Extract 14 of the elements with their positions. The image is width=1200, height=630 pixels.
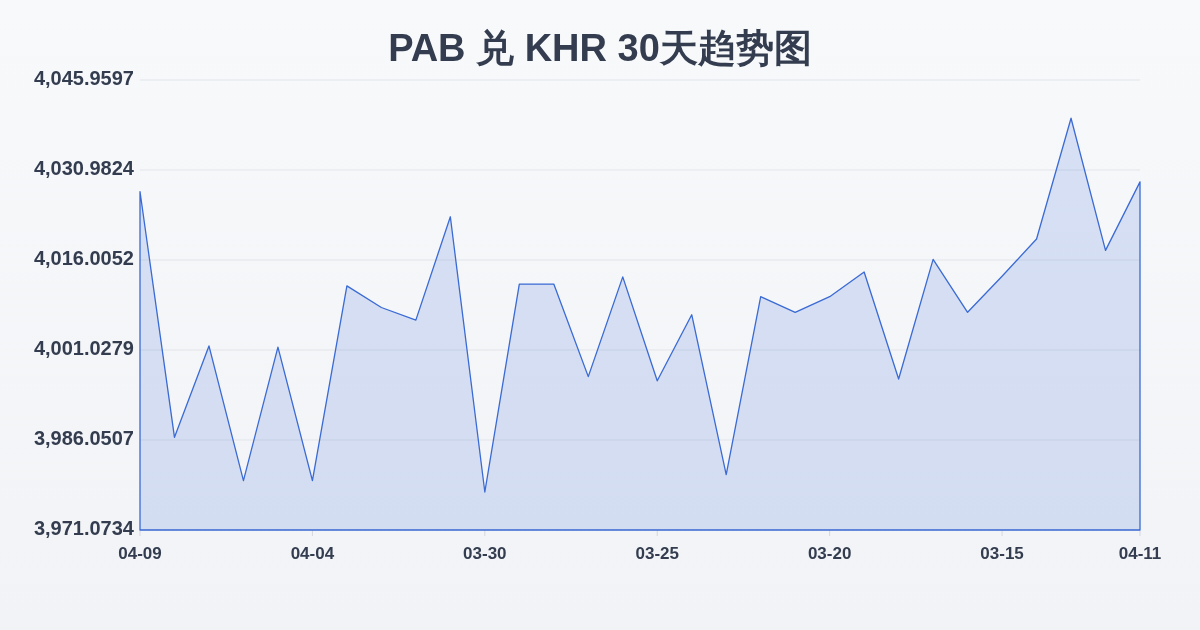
ytick-label: 4,030.9824 [33, 157, 134, 179]
title: PAB 兑 KHR 30天趋势图 [388, 27, 812, 69]
xtick-label: 04-04 [290, 544, 335, 563]
xtick-label: 03-20 [807, 544, 852, 563]
ytick-label: 4,045.9597 [33, 67, 134, 89]
xtick-label: 03-15 [980, 544, 1024, 563]
ytick-label: 3,971.0734 [33, 517, 134, 539]
ytick-label: 4,001.0279 [33, 337, 134, 359]
xtick-label: 03-30 [463, 544, 507, 563]
xtick-label: 04-11 [1118, 544, 1162, 563]
xtick-label: 03-25 [635, 544, 679, 563]
ytick-label: 3,986.0507 [33, 427, 134, 449]
ytick-label: 4,016.0052 [33, 247, 134, 269]
xtick-label: 04-09 [118, 544, 162, 563]
